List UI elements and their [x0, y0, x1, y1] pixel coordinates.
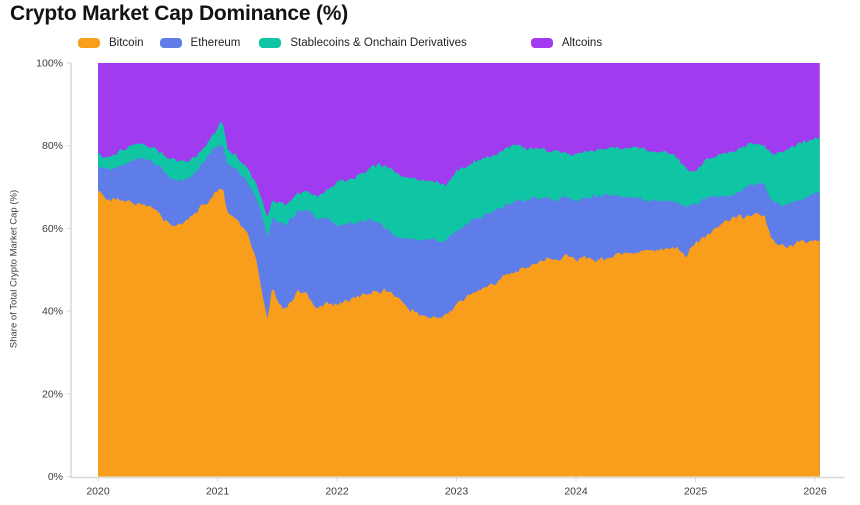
legend-label: Altcoins [561, 37, 603, 49]
chart-legend: Bitcoin Ethereum Stablecoins & Onchain Der… [78, 37, 602, 49]
x-tick-label-2025: 2025 [684, 486, 708, 498]
legend-label: Ethereum [190, 37, 241, 49]
legend-item-ethereum: Ethereum [159, 37, 241, 49]
x-tick-label-2020: 2020 [86, 486, 110, 498]
legend-swatch-bitcoin [78, 38, 100, 48]
legend-swatch-altcoins [530, 38, 553, 48]
y-tick-label-0: 0% [48, 471, 63, 483]
x-tick-label-2026: 2026 [803, 486, 827, 498]
legend-item-altcoins: Altcoins [530, 37, 603, 49]
legend-swatch-stablecoins-onchain-derivatives [259, 38, 282, 48]
y-tick-label-80: 80% [42, 140, 63, 152]
x-tick-label-2024: 2024 [564, 486, 588, 498]
legend-swatch-ethereum [159, 38, 182, 48]
y-tick-label-20: 20% [42, 388, 63, 400]
legend-item-stablecoins-onchain-derivatives: Stablecoins & Onchain Derivatives [259, 37, 467, 49]
y-tick-label-100: 100% [36, 58, 63, 70]
x-tick-label-2023: 2023 [445, 486, 469, 498]
legend-label: Stablecoins & Onchain Derivatives [290, 37, 467, 49]
chart-title: Crypto Market Cap Dominance (%) [10, 2, 349, 25]
area-bitcoin [98, 188, 820, 477]
x-tick-label-2021: 2021 [206, 486, 230, 498]
y-tick-label-40: 40% [42, 306, 63, 318]
y-tick-label-60: 60% [42, 223, 63, 235]
x-tick-label-2022: 2022 [325, 486, 349, 498]
legend-label: Bitcoin [109, 37, 144, 49]
legend-item-bitcoin: Bitcoin [78, 37, 144, 49]
